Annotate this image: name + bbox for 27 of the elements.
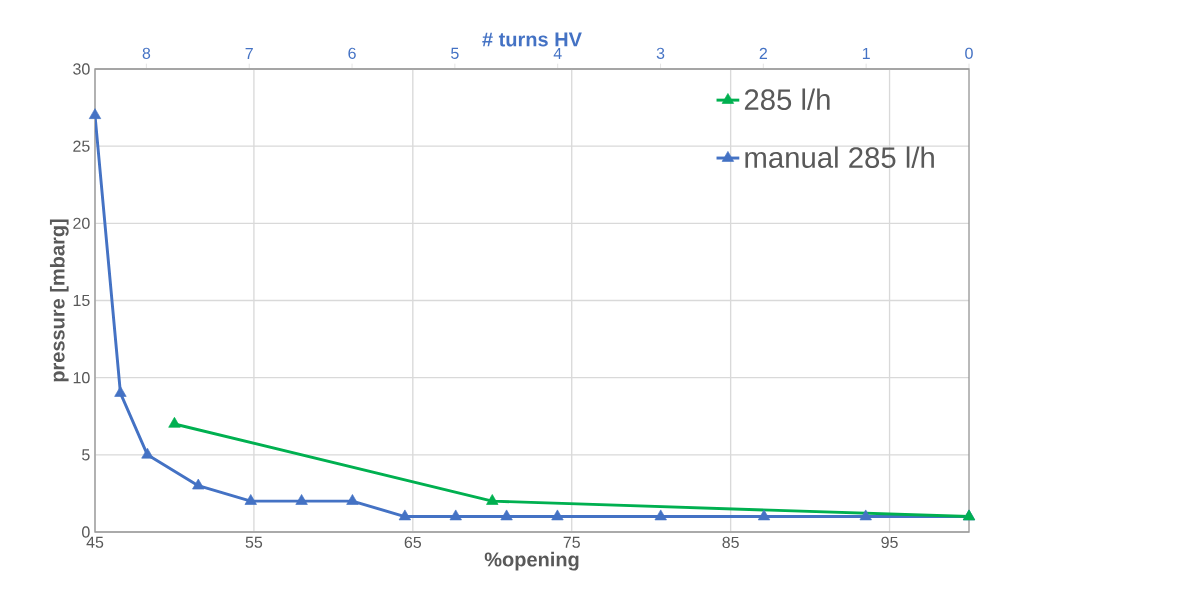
x2-axis-title: # turns HV	[482, 32, 582, 47]
x-tick-label: 45	[86, 536, 104, 548]
x2-tick-label: 3	[656, 47, 665, 59]
legend-label: manual 285 l/h	[745, 146, 934, 168]
x-tick-label: 75	[563, 536, 580, 548]
x2-tick-label: 5	[451, 47, 459, 59]
x-tick-label: 55	[245, 536, 263, 548]
y-tick-label: 0	[82, 526, 90, 538]
y-tick-label: 20	[73, 217, 90, 229]
y-tick-label: 25	[73, 140, 90, 152]
y-tick-label: 30	[73, 63, 90, 75]
x2-tick-label: 2	[759, 47, 767, 59]
y-tick-label: 5	[82, 449, 90, 461]
y-axis-title: pressure [mbarg]	[49, 219, 69, 382]
x-tick-label: 95	[881, 536, 898, 549]
legend-label: 285 l/h	[744, 88, 830, 111]
x-tick-label: 65	[404, 536, 422, 549]
x2-tick-label: 1	[862, 47, 870, 59]
x2-tick-label: 7	[245, 47, 253, 59]
x2-tick-label: 4	[553, 47, 562, 59]
y-tick-label: 10	[73, 372, 90, 384]
x2-tick-label: 0	[965, 47, 973, 59]
x-axis-title: %opening	[484, 551, 579, 571]
x-tick-label: 85	[722, 536, 739, 549]
x2-tick-label: 6	[348, 47, 356, 59]
x2-tick-label: 8	[142, 47, 151, 59]
y-tick-label: 15	[73, 294, 90, 307]
